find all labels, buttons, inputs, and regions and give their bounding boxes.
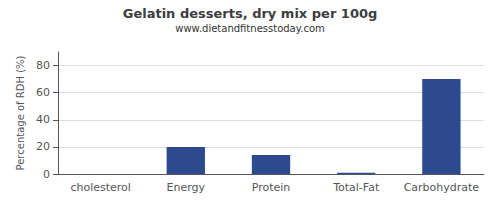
svg-text:Carbohydrate: Carbohydrate (404, 181, 480, 194)
svg-text:80: 80 (36, 59, 50, 72)
svg-text:Protein: Protein (252, 181, 291, 194)
svg-text:Percentage of RDH (%): Percentage of RDH (%) (15, 55, 26, 170)
svg-text:20: 20 (36, 140, 50, 153)
svg-text:Energy: Energy (167, 181, 206, 194)
svg-text:cholesterol: cholesterol (70, 181, 130, 194)
svg-text:www.dietandfitnesstoday.com: www.dietandfitnesstoday.com (175, 23, 324, 34)
svg-text:Gelatin desserts, dry mix per: Gelatin desserts, dry mix per 100g (123, 6, 378, 21)
svg-text:Total-Fat: Total-Fat (332, 181, 380, 194)
svg-text:0: 0 (43, 168, 50, 181)
svg-text:60: 60 (36, 86, 50, 99)
svg-text:40: 40 (36, 113, 50, 126)
